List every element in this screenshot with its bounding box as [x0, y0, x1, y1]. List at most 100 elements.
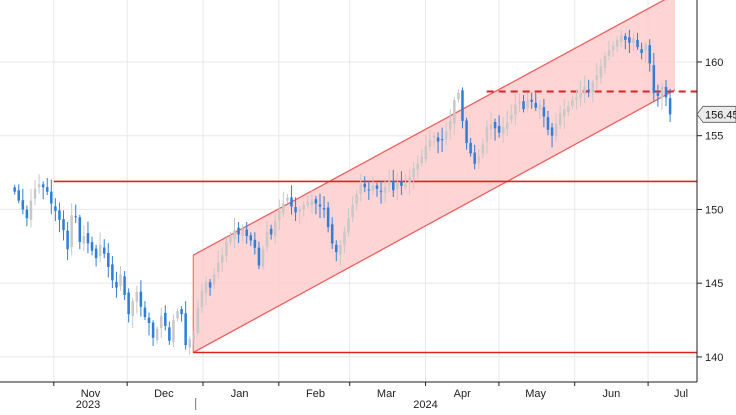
- candle-body: [147, 317, 151, 324]
- candle-body: [107, 252, 110, 267]
- channel-upper-line: [192, 0, 666, 256]
- candle-body: [359, 184, 362, 194]
- candle-body: [278, 210, 281, 221]
- candle-body: [412, 168, 415, 178]
- x-month-label: Jan: [231, 388, 249, 400]
- candle-body: [526, 100, 529, 108]
- candle-body: [90, 242, 94, 251]
- candle-body: [575, 97, 578, 101]
- candle-body: [668, 98, 672, 115]
- candle-body: [664, 86, 668, 98]
- candle-body: [485, 126, 489, 143]
- candlestick-series: [13, 29, 672, 355]
- candle-body: [273, 221, 277, 237]
- x-month-label: Mar: [377, 388, 396, 400]
- candle-body: [530, 99, 533, 102]
- candle-body: [74, 216, 78, 218]
- candle-body: [102, 247, 106, 254]
- candle-body: [249, 235, 253, 241]
- candle-body: [123, 276, 126, 295]
- candle-body: [143, 307, 147, 318]
- x-year-label: 2023: [76, 399, 100, 410]
- candle-body: [469, 142, 472, 154]
- candle-body: [37, 184, 41, 188]
- candle-body: [371, 185, 375, 191]
- candle-body: [17, 190, 21, 201]
- candle-body: [583, 87, 586, 94]
- x-month-label: Nov: [81, 388, 101, 400]
- candle-body: [477, 156, 481, 164]
- candle-body: [481, 144, 485, 154]
- candle-body: [78, 217, 82, 242]
- candle-body: [21, 200, 25, 210]
- candle-body: [383, 187, 387, 194]
- candle-body: [131, 300, 134, 317]
- y-tick-label: 150: [705, 204, 723, 216]
- candle-body: [50, 191, 53, 204]
- grid-lines: [0, 0, 697, 382]
- candle-body: [261, 249, 265, 267]
- candle-body: [473, 152, 476, 164]
- candle-body: [151, 322, 155, 338]
- candle-body: [640, 49, 643, 54]
- candle-body: [45, 187, 49, 192]
- candle-body: [591, 82, 595, 93]
- candle-body: [241, 228, 244, 236]
- candle-body: [127, 292, 130, 315]
- candle-body: [58, 210, 61, 220]
- last-price-label: 156.45: [705, 109, 736, 121]
- candle-body: [339, 244, 342, 255]
- candle-body: [497, 125, 501, 133]
- candle-body: [355, 194, 358, 204]
- candle-body: [225, 241, 228, 257]
- candle-body: [453, 100, 456, 124]
- candle-body: [428, 140, 432, 147]
- candle-body: [648, 45, 652, 64]
- x-month-label: Feb: [306, 388, 325, 400]
- candle-body: [208, 282, 212, 288]
- candle-body: [493, 122, 497, 129]
- candle-body: [172, 320, 175, 343]
- candle-body: [212, 274, 216, 285]
- candle-body: [636, 39, 639, 48]
- candle-body: [115, 281, 118, 288]
- candle-body: [13, 187, 16, 192]
- candle-body: [554, 123, 558, 137]
- candle-body: [257, 247, 261, 266]
- candle-body: [200, 290, 204, 307]
- candle-body: [302, 205, 305, 210]
- candle-body: [607, 50, 611, 56]
- candle-body: [159, 315, 163, 329]
- y-tick-label: 155: [705, 131, 723, 143]
- candle-body: [282, 203, 285, 214]
- candle-body: [619, 35, 623, 43]
- candle-body: [424, 146, 428, 160]
- candle-body: [461, 90, 464, 121]
- candle-body: [54, 206, 57, 211]
- candle-body: [611, 45, 615, 51]
- candle-body: [387, 181, 391, 185]
- candle-body: [558, 113, 562, 126]
- y-tick-label: 140: [705, 352, 723, 364]
- candle-body: [571, 100, 574, 106]
- x-month-label: Apr: [454, 388, 471, 400]
- candle-body: [62, 219, 65, 231]
- candle-body: [168, 327, 171, 341]
- candle-body: [599, 66, 603, 78]
- candle-body: [294, 207, 297, 213]
- candle-body: [253, 239, 257, 248]
- candle-body: [400, 180, 403, 186]
- candle-body: [196, 308, 200, 333]
- candle-body: [518, 101, 521, 104]
- candle-body: [416, 163, 419, 170]
- candle-body: [188, 339, 191, 348]
- candle-body: [505, 122, 509, 129]
- candle-body: [457, 92, 460, 100]
- x-month-label: May: [525, 388, 546, 400]
- candle-body: [628, 37, 631, 43]
- candle-body: [66, 230, 69, 250]
- candle-body: [408, 176, 411, 183]
- candle-body: [449, 120, 452, 130]
